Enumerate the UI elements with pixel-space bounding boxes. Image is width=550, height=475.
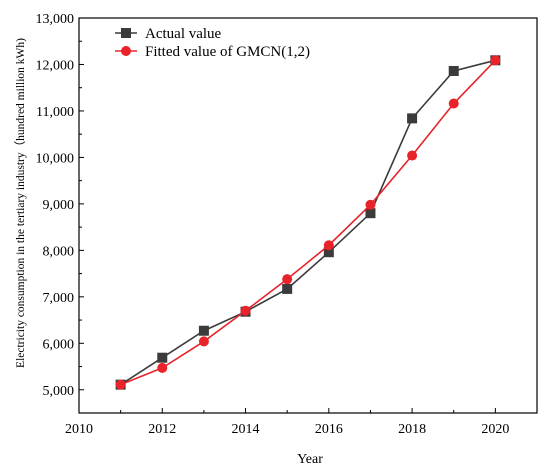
y-tick-label: 11,000 xyxy=(36,105,74,120)
y-tick-label: 8,000 xyxy=(43,244,75,259)
plot-frame xyxy=(78,17,538,414)
series-fitted xyxy=(115,55,501,390)
y-tick-label: 7,000 xyxy=(43,291,75,306)
x-axis-title: Year xyxy=(297,452,323,467)
data-point-square xyxy=(198,325,209,336)
data-point-square xyxy=(365,208,376,219)
x-tick-label: 2012 xyxy=(148,422,176,437)
series-line xyxy=(120,59,496,386)
legend-marker-actual xyxy=(121,28,131,38)
data-point-square xyxy=(323,247,334,258)
data-point-circle xyxy=(490,55,501,66)
y-tick-label: 6,000 xyxy=(43,337,75,352)
data-point-square xyxy=(407,113,418,124)
x-tick-label: 2014 xyxy=(232,422,260,437)
axes xyxy=(78,17,538,414)
data-point-square xyxy=(157,352,168,363)
y-tick-label: 5,000 xyxy=(43,384,75,399)
legend-label-fitted: Fitted value of GMCN(1,2) xyxy=(145,44,310,60)
y-tick-label: 12,000 xyxy=(36,58,75,73)
data-point-circle xyxy=(365,199,376,210)
data-point-circle xyxy=(240,305,251,316)
data-point-circle xyxy=(157,362,168,373)
data-point-circle xyxy=(448,98,459,109)
ticks: 5,000 6,000 7,000 8,000 9,000 10,000 11,000 12,… xyxy=(36,12,538,437)
y-tick-label: 9,000 xyxy=(43,198,75,213)
series-layer xyxy=(115,55,501,390)
data-point-circle xyxy=(115,379,126,390)
data-point-circle xyxy=(323,240,334,251)
x-tick-label: 2020 xyxy=(481,422,509,437)
x-tick-label: 2016 xyxy=(315,422,343,437)
data-point-circle xyxy=(282,274,293,285)
series-actual xyxy=(115,55,501,390)
legend-marker-fitted xyxy=(121,46,131,56)
series-line xyxy=(120,59,496,386)
data-point-circle xyxy=(198,336,209,347)
y-axis-title: Electricity consumption in the tertiary … xyxy=(14,38,27,368)
y-tick-label: 13,000 xyxy=(36,12,75,27)
x-tick-label: 2010 xyxy=(65,422,93,437)
data-point-square xyxy=(282,283,293,294)
y-tick-label: 10,000 xyxy=(36,151,75,166)
data-point-square xyxy=(448,65,459,76)
legend-label-actual: Actual value xyxy=(145,26,222,42)
legend: Actual value Fitted value of GMCN(1,2) xyxy=(115,26,310,60)
data-point-circle xyxy=(407,150,418,161)
x-tick-label: 2018 xyxy=(398,422,426,437)
labels: Year Electricity consumption in the tert… xyxy=(14,38,323,467)
